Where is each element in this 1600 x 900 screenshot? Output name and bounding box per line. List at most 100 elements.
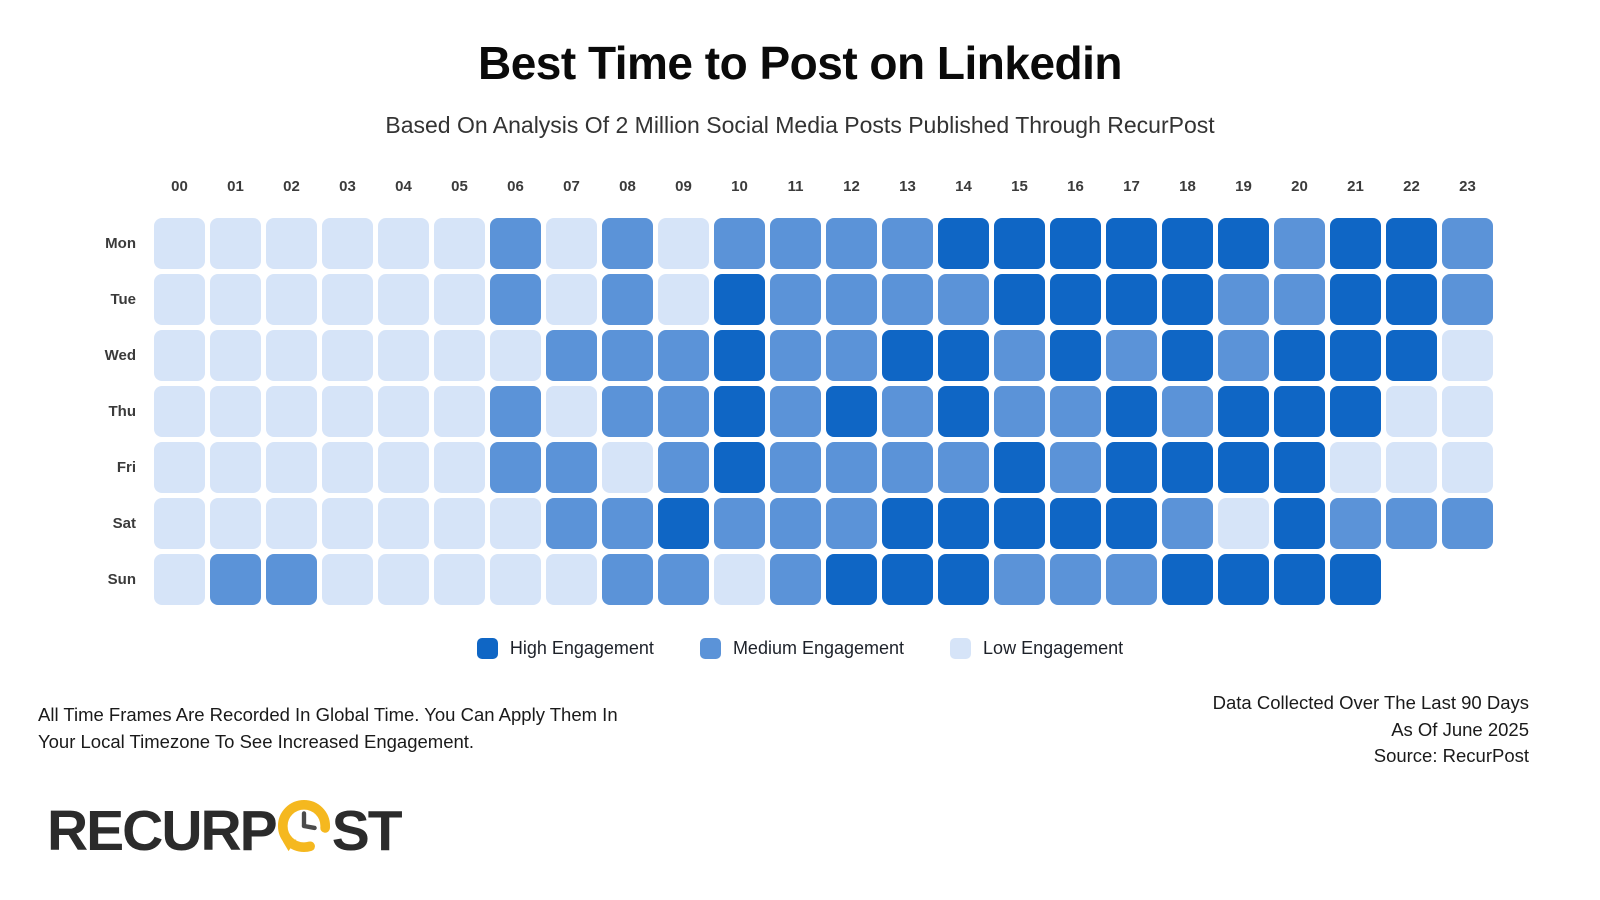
hour-label-20: 20 <box>1291 178 1308 195</box>
heatmap-cell-fri-00 <box>154 442 205 493</box>
heatmap-cell-thu-11 <box>770 386 821 437</box>
heatmap-cell-wed-06 <box>490 330 541 381</box>
heatmap-cell-sun-12 <box>826 554 877 605</box>
heatmap-cell-thu-13 <box>882 386 933 437</box>
heatmap-cell-mon-09 <box>658 218 709 269</box>
heatmap-cell-fri-07 <box>546 442 597 493</box>
heatmap-cell-tue-16 <box>1050 274 1101 325</box>
heatmap-cell-sat-02 <box>266 498 317 549</box>
heatmap-cell-sat-23 <box>1442 498 1493 549</box>
footnote-timezone-line2: Your Local Timezone To See Increased Eng… <box>38 731 475 752</box>
heatmap-cell-sun-02 <box>266 554 317 605</box>
heatmap-cell-sun-13 <box>882 554 933 605</box>
heatmap-cell-sat-18 <box>1162 498 1213 549</box>
heatmap-cell-tue-02 <box>266 274 317 325</box>
heatmap-cell-sat-21 <box>1330 498 1381 549</box>
heatmap-cell-thu-06 <box>490 386 541 437</box>
heatmap-cell-wed-17 <box>1106 330 1157 381</box>
hour-label-19: 19 <box>1235 178 1252 195</box>
heatmap-cell-thu-17 <box>1106 386 1157 437</box>
legend-item-l: Low Engagement <box>950 638 1123 659</box>
heatmap-cell-thu-07 <box>546 386 597 437</box>
heatmap-cell-mon-14 <box>938 218 989 269</box>
heatmap-cell-tue-18 <box>1162 274 1213 325</box>
heatmap-cell-wed-07 <box>546 330 597 381</box>
hour-label-11: 11 <box>787 178 804 195</box>
heatmap-cell-tue-11 <box>770 274 821 325</box>
clock-icon <box>277 799 331 867</box>
heatmap-cell-sun-01 <box>210 554 261 605</box>
heatmap-cell-fri-21 <box>1330 442 1381 493</box>
heatmap-cell-wed-11 <box>770 330 821 381</box>
heatmap-cell-wed-23 <box>1442 330 1493 381</box>
heatmap-cell-sun-10 <box>714 554 765 605</box>
heatmap-cell-fri-20 <box>1274 442 1325 493</box>
heatmap-cell-sun-11 <box>770 554 821 605</box>
hour-label-21: 21 <box>1347 178 1364 195</box>
hours-row: 00 01 02 03 04 05 06 07 08 09 10 11 12 13 14 15 16 17 18 19… <box>10 176 1493 198</box>
heatmap-cell-tue-19 <box>1218 274 1269 325</box>
heatmap-cell-fri-02 <box>266 442 317 493</box>
heatmap-cell-mon-22 <box>1386 218 1437 269</box>
legend: High Engagement Medium Engagement Low Enga… <box>0 638 1600 659</box>
heatmap-grid: Mon Tue Wed Thu Fri Sat Sun <box>10 218 1493 605</box>
hour-label-07: 07 <box>563 178 580 195</box>
heatmap-cell-mon-12 <box>826 218 877 269</box>
heatmap-cell-thu-16 <box>1050 386 1101 437</box>
page-title: Best Time to Post on Linkedin <box>477 37 1123 89</box>
hour-label-22: 22 <box>1403 178 1420 195</box>
heatmap-cell-fri-16 <box>1050 442 1101 493</box>
heatmap-cell-wed-22 <box>1386 330 1437 381</box>
heatmap-cell-mon-20 <box>1274 218 1325 269</box>
logo-text-right: ST <box>331 799 403 863</box>
heatmap-cell-tue-17 <box>1106 274 1157 325</box>
recurpost-logo: RECURP ST <box>47 797 403 867</box>
heatmap-cell-tue-05 <box>434 274 485 325</box>
heatmap-cell-thu-19 <box>1218 386 1269 437</box>
page-subtitle: Based On Analysis Of 2 Million Social Me… <box>385 112 1215 138</box>
heatmap-cell-fri-05 <box>434 442 485 493</box>
heatmap-cell-thu-15 <box>994 386 1045 437</box>
heatmap-cell-wed-18 <box>1162 330 1213 381</box>
heatmap-cell-sun-15 <box>994 554 1045 605</box>
hour-label-04: 04 <box>395 178 412 195</box>
heatmap-cell-fri-23 <box>1442 442 1493 493</box>
day-label-thu: Thu <box>108 403 137 420</box>
heatmap-cell-mon-05 <box>434 218 485 269</box>
heatmap-cell-mon-23 <box>1442 218 1493 269</box>
legend-item-h: High Engagement <box>476 638 654 659</box>
heatmap-cell-thu-12 <box>826 386 877 437</box>
heatmap-cell-mon-01 <box>210 218 261 269</box>
heatmap-cell-tue-22 <box>1386 274 1437 325</box>
heatmap-cell-tue-21 <box>1330 274 1381 325</box>
heatmap-cell-mon-08 <box>602 218 653 269</box>
footnote-source: Data Collected Over The Last 90 Days As … <box>1213 690 1529 770</box>
heatmap-cell-sun-09 <box>658 554 709 605</box>
heatmap-cell-wed-05 <box>434 330 485 381</box>
heatmap-cell-sat-08 <box>602 498 653 549</box>
heatmap-cell-thu-20 <box>1274 386 1325 437</box>
heatmap-cell-sun-03 <box>322 554 373 605</box>
heatmap-cell-tue-07 <box>546 274 597 325</box>
heatmap-cell-sat-03 <box>322 498 373 549</box>
footnote-source-line1: Data Collected Over The Last 90 Days <box>1212 692 1529 713</box>
footnote-timezone-line1: All Time Frames Are Recorded In Global T… <box>38 704 618 725</box>
heatmap-cell-sat-10 <box>714 498 765 549</box>
hour-label-02: 02 <box>283 178 300 195</box>
legend-item-m: Medium Engagement <box>699 638 904 659</box>
heatmap-cell-thu-22 <box>1386 386 1437 437</box>
heatmap-cell-wed-12 <box>826 330 877 381</box>
heatmap-cell-fri-15 <box>994 442 1045 493</box>
heatmap-cell-sat-19 <box>1218 498 1269 549</box>
heatmap-cell-sat-07 <box>546 498 597 549</box>
heatmap-cell-sat-15 <box>994 498 1045 549</box>
legend-swatch-m <box>699 638 721 659</box>
heatmap-cell-tue-14 <box>938 274 989 325</box>
legend-swatch-l <box>950 638 972 659</box>
heatmap-cell-tue-12 <box>826 274 877 325</box>
hour-label-13: 13 <box>899 178 916 195</box>
heatmap-cell-wed-03 <box>322 330 373 381</box>
hour-label-06: 06 <box>507 178 524 195</box>
heatmap-cell-fri-12 <box>826 442 877 493</box>
